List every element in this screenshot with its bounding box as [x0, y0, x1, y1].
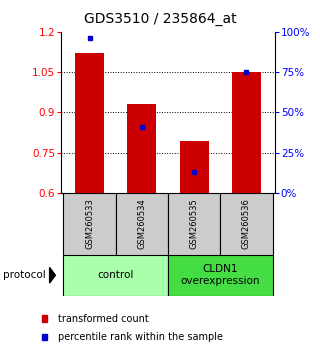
Bar — [232, 72, 261, 193]
Text: GSM260536: GSM260536 — [242, 199, 251, 249]
Bar — [42, 334, 47, 340]
Text: GSM260535: GSM260535 — [190, 199, 199, 249]
Bar — [127, 104, 156, 193]
Bar — [168, 255, 273, 296]
Bar — [42, 315, 47, 322]
Bar — [220, 193, 273, 255]
Text: CLDN1
overexpression: CLDN1 overexpression — [180, 264, 260, 286]
Bar — [63, 255, 168, 296]
Text: GSM260533: GSM260533 — [85, 199, 94, 249]
Bar — [168, 193, 220, 255]
Text: transformed count: transformed count — [58, 314, 148, 324]
Bar — [75, 53, 104, 193]
Bar — [180, 141, 209, 193]
Bar — [116, 193, 168, 255]
Bar — [63, 193, 116, 255]
Text: GSM260534: GSM260534 — [137, 199, 146, 249]
Text: GDS3510 / 235864_at: GDS3510 / 235864_at — [84, 12, 236, 27]
Text: control: control — [98, 270, 134, 280]
Text: percentile rank within the sample: percentile rank within the sample — [58, 332, 223, 342]
Polygon shape — [50, 268, 55, 283]
Text: protocol: protocol — [3, 270, 46, 280]
